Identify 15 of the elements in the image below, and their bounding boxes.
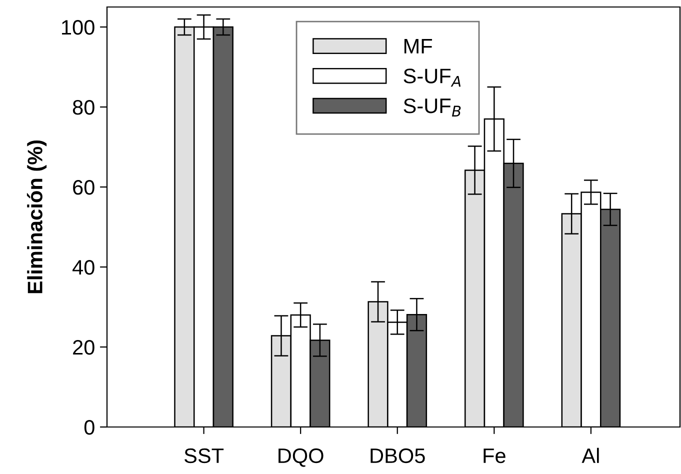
y-tick-label: 0 (84, 420, 94, 435)
y-tick-label: 20 (73, 340, 94, 355)
legend-label: S-UF$_{A}$ (404, 68, 461, 87)
y-tick-label: 80 (72, 100, 94, 115)
x-tick-label: DQO (278, 448, 324, 467)
y-tick-label: 60 (73, 180, 94, 195)
y-tick-label: 40 (72, 260, 94, 275)
y-axis-title: Eliminación (%) (26, 140, 47, 294)
x-tick-label: Fe (484, 448, 506, 464)
x-tick-label: DBO5 (370, 448, 425, 464)
x-tick-label: Al (582, 448, 599, 463)
y-tick-label: 100 (62, 20, 94, 35)
legend-label: S-UF$_{B}$ (404, 98, 461, 116)
legend-label: MF (404, 39, 432, 54)
x-tick-label: SST (184, 448, 224, 464)
